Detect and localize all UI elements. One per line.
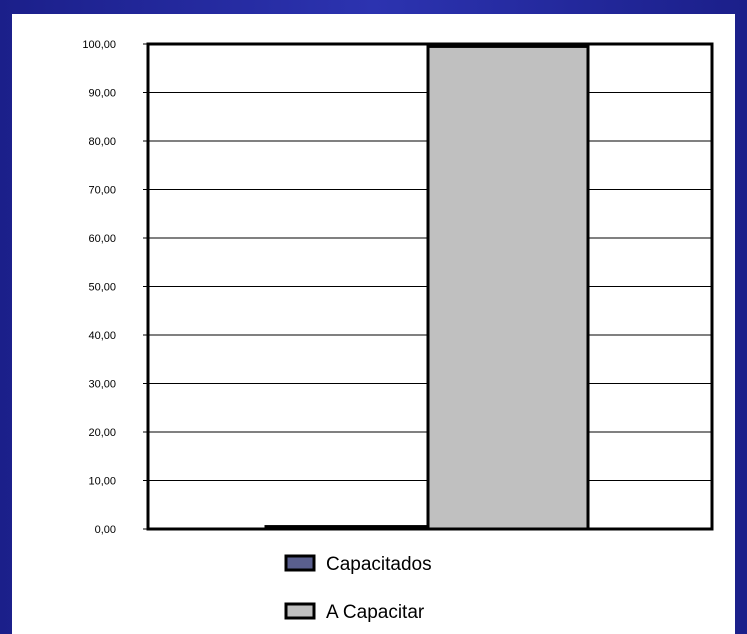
y-tick-label: 80,00 (88, 136, 116, 148)
bars (264, 44, 590, 531)
legend-swatch (284, 554, 316, 572)
plot-area-border (146, 42, 714, 531)
y-tick-label: 30,00 (88, 379, 116, 391)
bar-a-capacitar (426, 44, 590, 531)
legend-label: Capacitados (326, 554, 432, 575)
y-axis-tick-labels: 0,00 10,00 20,00 30,00 40,00 50,00 60,00 70,00 8… (82, 39, 116, 536)
legend-swatch (284, 602, 316, 620)
y-tick-label: 10,00 (88, 476, 116, 488)
y-tick-label: 40,00 (88, 330, 116, 342)
y-tick-label: 70,00 (88, 185, 116, 197)
y-tick-label: 60,00 (88, 233, 116, 245)
y-tick-label: 50,00 (88, 282, 116, 294)
y-tick-label: 100,00 (82, 39, 116, 51)
y-tick-label: 0,00 (95, 524, 116, 536)
legend: Capacitados A Capacitar (284, 554, 432, 623)
y-tick-label: 90,00 (88, 88, 116, 100)
y-tick-label: 20,00 (88, 427, 116, 439)
chart-panel (12, 14, 735, 634)
legend-label: A Capacitar (326, 602, 425, 623)
